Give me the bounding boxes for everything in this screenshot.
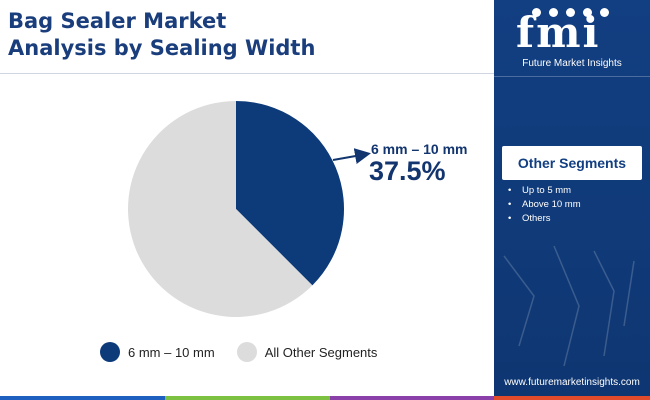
legend-label-6-10mm: 6 mm – 10 mm <box>128 344 215 360</box>
pie-chart <box>128 101 371 317</box>
pie-slice-6-10mm <box>236 101 345 286</box>
sidebar: fmi Future Market Insights Other Segment… <box>494 0 650 400</box>
segment-item: Above 10 mm <box>508 198 581 212</box>
logo-mark: fmi <box>516 8 601 57</box>
chart-title: Bag Sealer Market Analysis by Sealing Wi… <box>8 8 488 62</box>
strip-segment <box>165 396 330 400</box>
bottom-color-strip <box>0 396 650 400</box>
legend: 6 mm – 10 mm All Other Segments <box>100 342 399 362</box>
logo-subtitle: Future Market Insights <box>522 58 622 69</box>
logo-divider <box>494 76 650 77</box>
logo-dots-icon <box>532 4 622 18</box>
segment-item: Others <box>508 212 581 226</box>
title-divider <box>0 73 494 74</box>
legend-label-other-segments: All Other Segments <box>264 344 378 360</box>
chart-panel: Bag Sealer Market Analysis by Sealing Wi… <box>0 8 494 362</box>
strip-segment <box>494 396 650 400</box>
annotation-arrow <box>332 148 371 164</box>
legend-item-6-10mm: 6 mm – 10 mm <box>100 342 215 362</box>
chart-title-line-1: Bag Sealer Market <box>8 9 227 33</box>
strip-segment <box>330 396 494 400</box>
other-segments-list: Up to 5 mm Above 10 mm Others <box>508 184 581 226</box>
other-segments-title: Other Segments <box>517 155 627 171</box>
strip-segment <box>0 396 165 400</box>
fmi-logo: fmi Future Market Insights <box>494 0 650 76</box>
legend-swatch-other-segments <box>236 342 257 362</box>
legend-swatch-6-10mm <box>100 342 120 362</box>
segment-item: Up to 5 mm <box>508 184 581 198</box>
legend-item-other-segments: All Other Segments <box>236 342 378 362</box>
website-url[interactable]: www.futuremarketinsights.com <box>504 377 640 388</box>
decorative-pattern-icon <box>503 245 635 367</box>
pie-slice-other-segments <box>128 101 313 317</box>
chart-title-line-2: Analysis by Sealing Width <box>8 36 316 60</box>
other-segments-header: Other Segments <box>502 146 642 180</box>
annotation-value: 37.5% <box>369 156 446 186</box>
annotation-label: 6 mm – 10 mm <box>371 141 468 157</box>
